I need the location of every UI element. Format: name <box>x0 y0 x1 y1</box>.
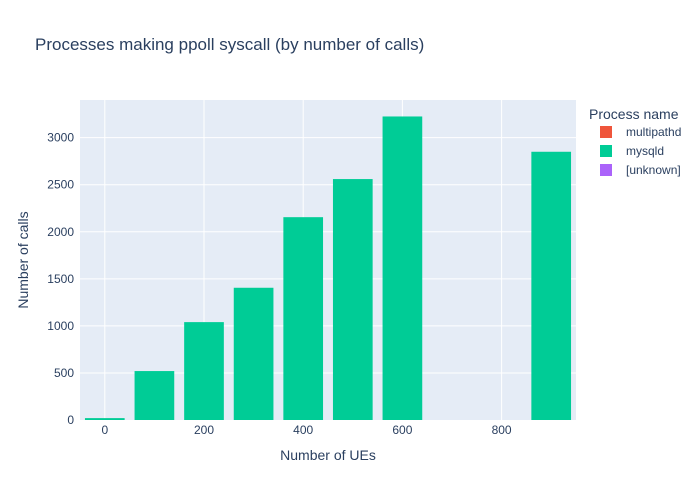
bars <box>84 116 572 421</box>
y-tick-label: 500 <box>54 366 74 380</box>
bar-mysqld-100 <box>134 371 175 420</box>
bar-mysqld-300 <box>233 287 274 420</box>
legend-swatch <box>600 126 612 138</box>
bar-mysqld-900 <box>531 151 572 420</box>
legend-title: Process name <box>589 106 679 122</box>
bar-mysqld-500 <box>332 179 373 420</box>
legend-item-label: mysqld <box>626 144 664 158</box>
x-axis-ticks: 0 200 400 600 800 <box>101 423 511 437</box>
y-tick-label: 3000 <box>47 131 74 145</box>
legend: Process name multipathd mysqld [unknown] <box>589 106 681 177</box>
x-tick-label: 600 <box>392 423 412 437</box>
x-axis-title: Number of UEs <box>280 447 376 463</box>
plot-area <box>80 100 576 420</box>
y-tick-label: 2500 <box>47 178 74 192</box>
bar-mysqld-0 <box>84 418 125 420</box>
x-tick-label: 400 <box>293 423 313 437</box>
x-tick-label: 0 <box>101 423 108 437</box>
y-tick-label: 1500 <box>47 272 74 286</box>
y-tick-label: 1000 <box>47 319 74 333</box>
x-tick-label: 800 <box>492 423 512 437</box>
x-tick-label: 200 <box>194 423 214 437</box>
y-axis-title: Number of calls <box>15 211 31 308</box>
bar-mysqld-400 <box>283 217 324 420</box>
legend-item-label: [unknown] <box>626 163 681 177</box>
y-tick-label: 0 <box>67 413 74 427</box>
legend-swatch <box>600 145 612 157</box>
bar-mysqld-200 <box>184 322 224 420</box>
y-axis-ticks: 0 500 1000 1500 2000 2500 3000 <box>47 131 74 427</box>
chart-title: Processes making ppoll syscall (by numbe… <box>35 35 424 54</box>
bar-mysqld-600 <box>382 116 423 421</box>
legend-swatch <box>600 164 612 176</box>
y-tick-label: 2000 <box>47 225 74 239</box>
legend-item-label: multipathd <box>626 125 681 139</box>
